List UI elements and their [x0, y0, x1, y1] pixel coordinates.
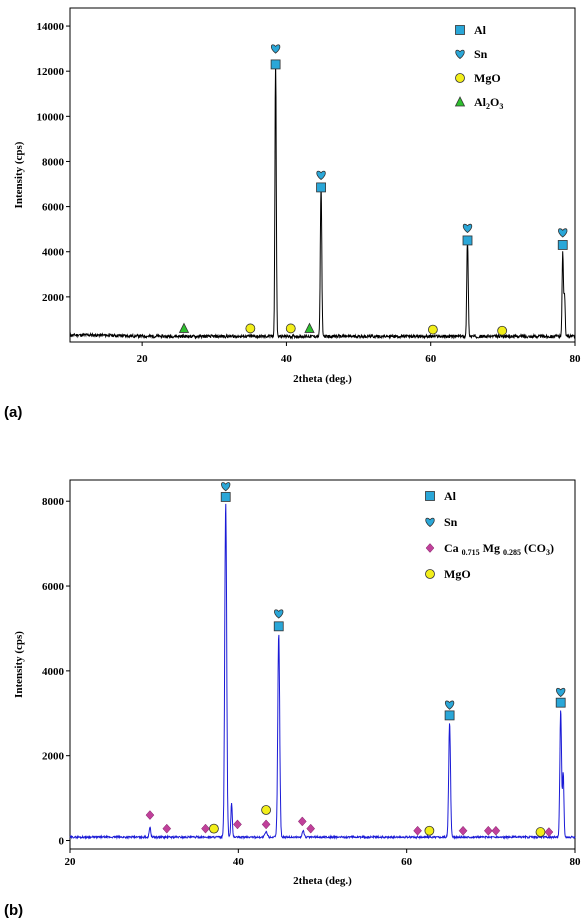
y-tick-label: 14000: [37, 21, 65, 33]
phase-marker-heart: [556, 687, 566, 698]
phase-marker-heart: [274, 609, 284, 619]
x-tick-label: 40: [281, 353, 293, 365]
xrd-pattern-line: [69, 60, 576, 340]
phase-marker-circle: [245, 323, 256, 334]
phase-marker-heart: [221, 482, 231, 492]
phase-marker-circle: [424, 825, 435, 836]
phase-marker-circle: [535, 827, 546, 837]
phase-marker-circle: [427, 324, 438, 335]
plot-frame: [69, 7, 576, 343]
y-tick-label: 0: [59, 836, 65, 848]
phase-marker-heart: [316, 170, 326, 181]
panel-label-b: (b): [4, 902, 23, 919]
phase-marker-diamond: [261, 819, 271, 830]
x-tick-label: 20: [65, 856, 77, 868]
legend-label: Al: [444, 489, 457, 503]
legend-marker-circle: [425, 569, 435, 579]
panel-label-a: (a): [4, 404, 22, 421]
chart-panel-a: 2000 4000 6000 8000 10000 12000 14000 20 40 60 80 2…: [13, 7, 582, 385]
phase-marker-diamond: [458, 825, 468, 836]
phase-marker-circle: [261, 805, 272, 815]
phase-marker-diamond: [162, 823, 172, 834]
legend-marker-square: [455, 25, 465, 35]
phase-marker-triangle: [178, 322, 190, 333]
phase-marker-square: [270, 59, 281, 70]
legend-marker-triangle: [454, 96, 466, 107]
phase-marker-diamond: [491, 825, 501, 836]
legend-label: Al2O3: [474, 95, 503, 111]
x-tick-label: 60: [425, 353, 437, 365]
x-tick-label: 80: [570, 353, 582, 365]
phase-marker-square: [444, 710, 455, 721]
y-tick-label: 6000: [42, 581, 65, 593]
phase-marker-diamond: [201, 823, 210, 834]
x-tick-label: 60: [401, 856, 413, 868]
y-tick-label: 10000: [37, 111, 65, 123]
phase-marker-heart: [444, 700, 455, 710]
plot-frame: [69, 479, 576, 850]
legend-label: Sn: [474, 47, 488, 61]
legend-label: Ca 0.715 Mg 0.285 (CO3): [444, 541, 554, 557]
phase-marker-diamond: [145, 810, 155, 820]
y-tick-label: 4000: [42, 247, 65, 259]
x-tick-label: 20: [137, 353, 149, 365]
y-axis-label: Intensity (cps): [13, 631, 25, 698]
y-tick-label: 2000: [42, 751, 65, 763]
phase-marker-square: [557, 240, 568, 250]
legend-label: Sn: [444, 515, 458, 529]
phase-marker-diamond: [233, 819, 242, 830]
y-axis-label: Intensity (cps): [13, 141, 25, 208]
phase-marker-circle: [285, 323, 296, 334]
phase-marker-diamond: [297, 816, 307, 827]
chart-panel-b: 0 2000 4000 6000 8000 20 40 60 80 2theta (deg.) In…: [13, 479, 582, 887]
phase-marker-heart: [270, 44, 281, 54]
legend-label: MgO: [474, 71, 501, 85]
legend-label: MgO: [444, 567, 471, 581]
x-axis-label: 2theta (deg.): [293, 875, 352, 887]
phase-marker-circle: [209, 823, 219, 834]
legend-marker-heart: [425, 517, 435, 528]
phase-marker-heart: [462, 223, 473, 234]
phase-marker-square: [316, 182, 326, 193]
xrd-pattern-line: [69, 503, 576, 840]
phase-marker-diamond: [413, 825, 422, 836]
phase-marker-square: [462, 235, 473, 246]
phase-marker-square: [273, 621, 284, 632]
legend-marker-square: [425, 491, 435, 501]
x-tick-label: 40: [233, 856, 245, 868]
legend-marker-diamond: [425, 543, 435, 553]
phase-marker-diamond: [483, 825, 493, 836]
x-axis-label: 2theta (deg.): [293, 373, 352, 385]
y-tick-label: 2000: [42, 292, 65, 304]
x-tick-label: 80: [570, 856, 582, 868]
y-tick-label: 12000: [37, 66, 65, 78]
y-tick-label: 6000: [42, 202, 65, 214]
phase-marker-diamond: [306, 823, 316, 834]
legend-label: Al: [474, 23, 487, 37]
legend-marker-circle: [455, 73, 465, 83]
phase-marker-square: [555, 697, 566, 708]
phase-marker-triangle: [304, 322, 315, 333]
y-tick-label: 8000: [42, 496, 65, 508]
legend-marker-heart: [455, 49, 465, 60]
phase-marker-circle: [497, 325, 508, 336]
phase-marker-square: [220, 492, 231, 502]
y-tick-label: 4000: [42, 666, 65, 678]
y-tick-label: 8000: [42, 156, 65, 168]
phase-marker-heart: [558, 228, 568, 238]
phase-marker-diamond: [544, 827, 554, 837]
